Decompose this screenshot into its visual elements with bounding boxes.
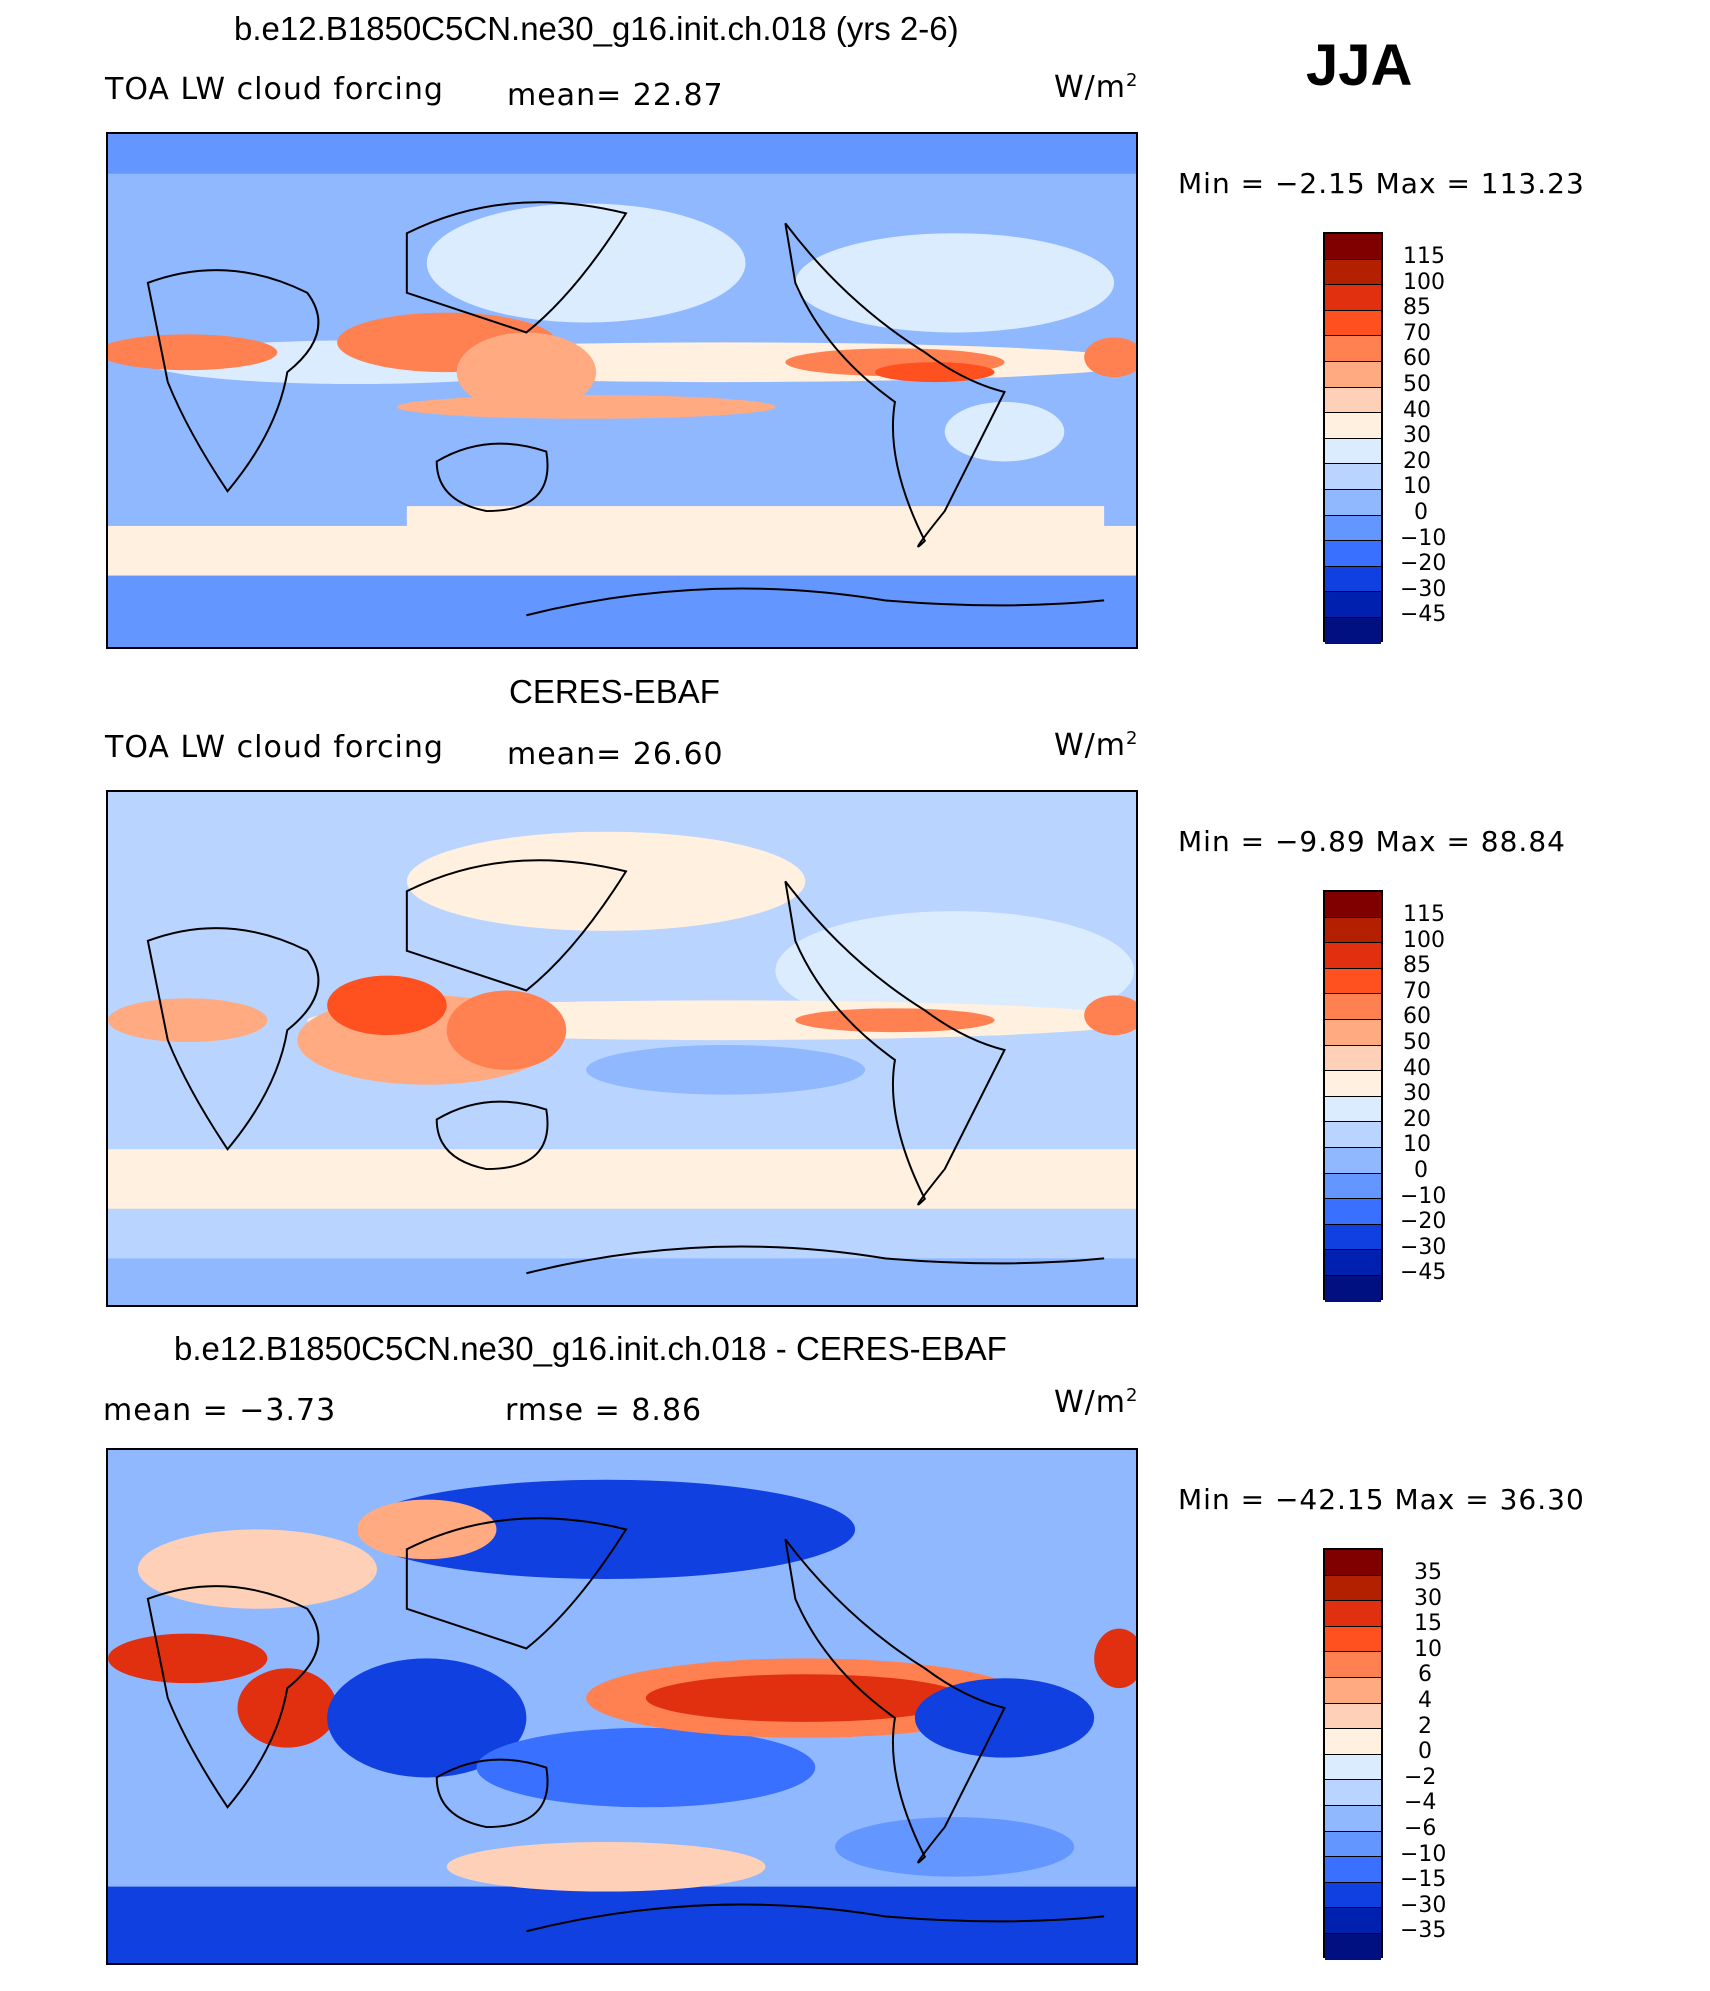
panel1-minmax: Min = −2.15 Max = 113.23: [1178, 167, 1585, 200]
cbar3-tick: −6: [1404, 1816, 1437, 1841]
cbar1-tick: 40: [1403, 398, 1431, 423]
cbar1-tick: −10: [1400, 526, 1447, 551]
cbar3-tick: 15: [1414, 1611, 1442, 1636]
cbar3-tick: 2: [1418, 1714, 1432, 1739]
cbar1-tick: 60: [1403, 346, 1431, 371]
cbar3-tick: −15: [1400, 1867, 1447, 1892]
cbar1-tick: 50: [1403, 372, 1431, 397]
cbar2-tick: 85: [1403, 953, 1431, 978]
cbar1-tick: −30: [1400, 577, 1447, 602]
cbar2-tick: −45: [1400, 1260, 1447, 1285]
panel2-minmax: Min = −9.89 Max = 88.84: [1178, 825, 1566, 858]
panel1-units: W/m2: [1054, 70, 1139, 105]
cbar1-tick: 115: [1403, 244, 1445, 269]
cbar3-tick: −2: [1404, 1765, 1437, 1790]
cbar2-tick: −10: [1400, 1184, 1447, 1209]
panel3-map-contours: [108, 1450, 1136, 1963]
panel3-units: W/m2: [1054, 1385, 1139, 1420]
cbar2-tick: 100: [1403, 928, 1445, 953]
cbar3-tick: 0: [1418, 1739, 1432, 1764]
cbar1-tick: 70: [1403, 321, 1431, 346]
cbar2-tick: 115: [1403, 902, 1445, 927]
season-label: JJA: [1306, 33, 1413, 98]
cbar3-tick: −35: [1400, 1918, 1447, 1943]
cbar2-tick: 20: [1403, 1107, 1431, 1132]
panel2-mean: mean= 26.60: [507, 737, 724, 772]
cbar1-tick: 20: [1403, 449, 1431, 474]
panel3-colorbar: [1323, 1548, 1383, 1960]
cbar3-tick: 6: [1418, 1662, 1432, 1687]
cbar1-tick: 30: [1403, 423, 1431, 448]
cbar3-tick: 30: [1414, 1586, 1442, 1611]
cbar3-tick: −30: [1400, 1893, 1447, 1918]
cbar2-tick: 30: [1403, 1081, 1431, 1106]
panel1-map-contours: [108, 134, 1136, 647]
cbar2-tick: 70: [1403, 979, 1431, 1004]
panel1-colorbar: [1323, 232, 1383, 644]
panel3-minmax: Min = −42.15 Max = 36.30: [1178, 1483, 1585, 1516]
cbar1-tick: 100: [1403, 270, 1445, 295]
panel2-units: W/m2: [1054, 728, 1139, 763]
panel3-map: [106, 1448, 1138, 1965]
cbar1-tick: −20: [1400, 551, 1447, 576]
cbar3-tick: 4: [1418, 1688, 1432, 1713]
cbar3-tick: 35: [1414, 1560, 1442, 1585]
panel3-rmse: rmse = 8.86: [505, 1393, 703, 1428]
panel2-map: [106, 790, 1138, 1307]
cbar2-tick: 10: [1403, 1132, 1431, 1157]
cbar2-tick: −30: [1400, 1235, 1447, 1260]
cbar1-tick: 10: [1403, 474, 1431, 499]
panel1-variable: TOA LW cloud forcing: [105, 72, 444, 107]
cbar2-tick: 50: [1403, 1030, 1431, 1055]
cbar2-tick: 0: [1414, 1158, 1428, 1183]
cbar3-tick: −10: [1400, 1842, 1447, 1867]
panel1-map: [106, 132, 1138, 649]
cbar2-tick: 60: [1403, 1004, 1431, 1029]
cbar1-tick: 85: [1403, 295, 1431, 320]
cbar3-tick: −4: [1404, 1790, 1437, 1815]
cbar1-tick: −45: [1400, 602, 1447, 627]
panel2-colorbar: [1323, 890, 1383, 1302]
cbar3-tick: 10: [1414, 1637, 1442, 1662]
cbar1-tick: 0: [1414, 500, 1428, 525]
panel1-mean: mean= 22.87: [507, 78, 724, 113]
panel2-variable: TOA LW cloud forcing: [105, 730, 444, 765]
panel1-title: b.e12.B1850C5CN.ne30_g16.init.ch.018 (yr…: [234, 10, 959, 47]
cbar2-tick: −20: [1400, 1209, 1447, 1234]
cbar2-tick: 40: [1403, 1056, 1431, 1081]
panel3-mean: mean = −3.73: [103, 1393, 337, 1428]
panel2-title: CERES-EBAF: [509, 673, 720, 710]
panel2-map-contours: [108, 792, 1136, 1305]
panel3-title: b.e12.B1850C5CN.ne30_g16.init.ch.018 - C…: [174, 1330, 1007, 1367]
